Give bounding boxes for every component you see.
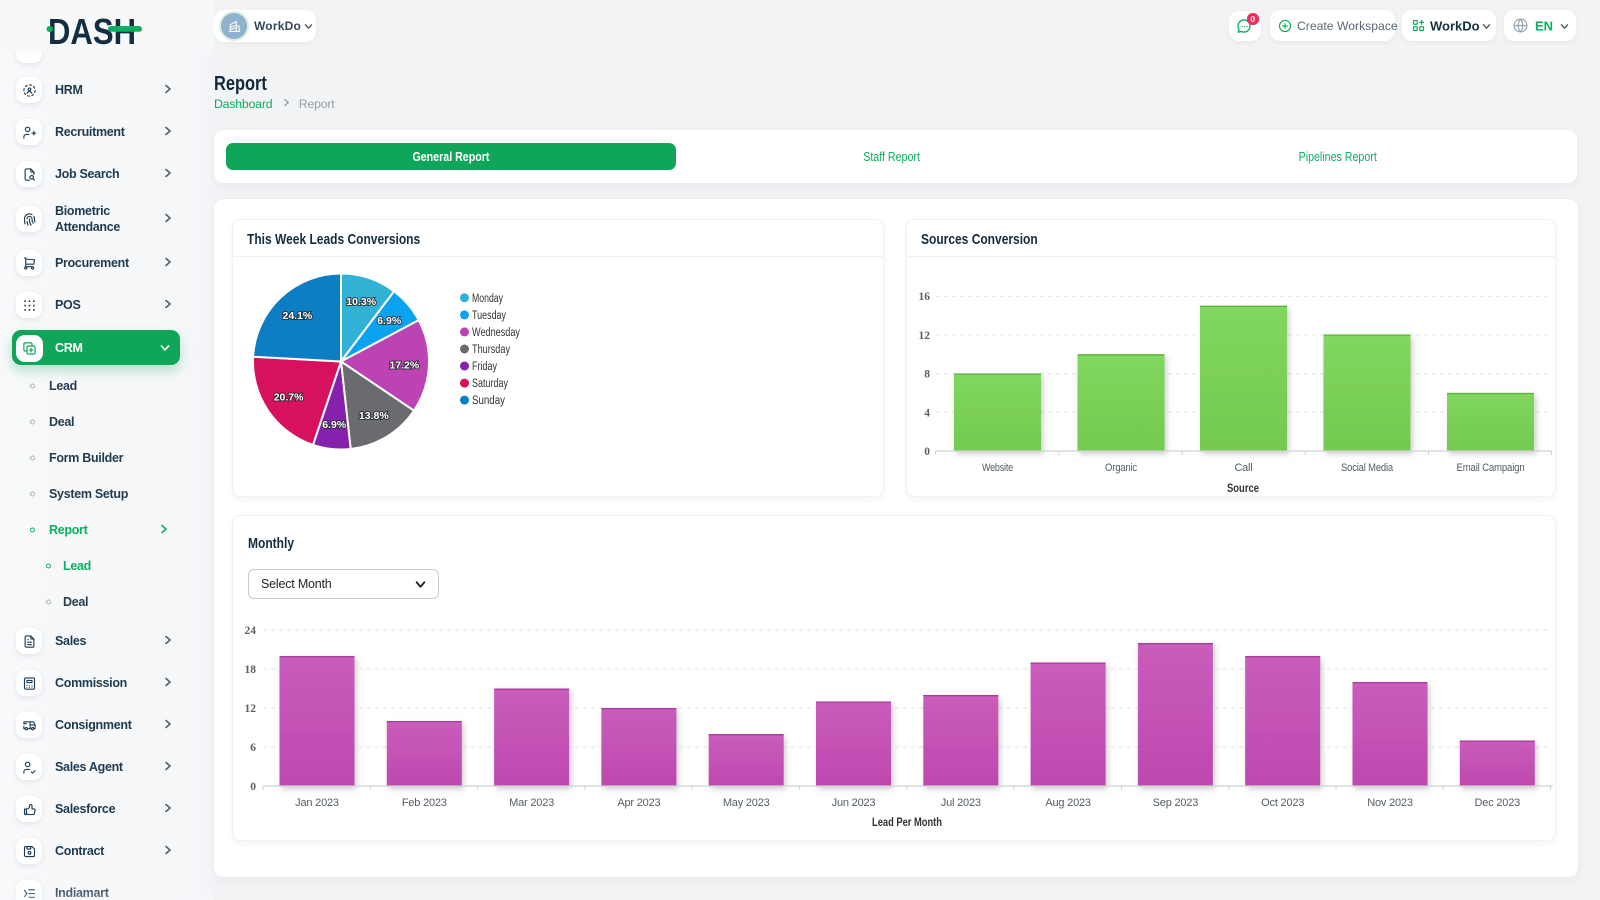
svg-text:18: 18 (245, 664, 257, 676)
svg-text:Email Campaign: Email Campaign (1457, 462, 1525, 474)
svg-text:Wednesday: Wednesday (472, 327, 520, 339)
svg-text:0: 0 (250, 781, 256, 793)
svg-text:Call: Call (1235, 462, 1253, 474)
svg-text:Aug 2023: Aug 2023 (1045, 797, 1091, 809)
svg-text:6.9%: 6.9% (377, 315, 402, 327)
svg-text:Apr 2023: Apr 2023 (617, 797, 660, 809)
svg-text:12: 12 (245, 703, 257, 715)
svg-text:10.3%: 10.3% (346, 296, 376, 308)
svg-text:4: 4 (924, 407, 930, 419)
svg-text:24.1%: 24.1% (283, 310, 313, 322)
svg-text:Jan 2023: Jan 2023 (295, 797, 339, 809)
svg-text:Social Media: Social Media (1341, 462, 1394, 474)
svg-text:16: 16 (919, 291, 931, 303)
svg-text:Organic: Organic (1105, 462, 1138, 474)
svg-text:Saturday: Saturday (472, 378, 508, 390)
svg-text:Oct 2023: Oct 2023 (1261, 797, 1304, 809)
svg-text:0: 0 (924, 446, 930, 458)
svg-text:20.7%: 20.7% (274, 392, 304, 404)
svg-text:Feb 2023: Feb 2023 (402, 797, 447, 809)
svg-text:Thursday: Thursday (472, 344, 510, 356)
svg-text:17.2%: 17.2% (389, 359, 419, 371)
svg-text:Nov 2023: Nov 2023 (1367, 797, 1413, 809)
svg-text:Jun 2023: Jun 2023 (832, 797, 876, 809)
svg-text:6: 6 (250, 742, 256, 754)
svg-text:12: 12 (919, 330, 931, 342)
svg-text:Website: Website (982, 462, 1013, 474)
svg-text:Source: Source (1227, 481, 1259, 495)
svg-text:8: 8 (924, 369, 930, 381)
svg-text:24: 24 (245, 625, 257, 637)
svg-text:Mar 2023: Mar 2023 (509, 797, 554, 809)
svg-text:Lead Per Month: Lead Per Month (872, 815, 942, 829)
svg-text:Dec 2023: Dec 2023 (1475, 797, 1521, 809)
svg-text:Sunday: Sunday (472, 395, 505, 407)
svg-text:13.8%: 13.8% (359, 410, 389, 422)
svg-text:Monday: Monday (472, 293, 503, 305)
svg-text:Jul 2023: Jul 2023 (941, 797, 981, 809)
svg-text:Sep 2023: Sep 2023 (1153, 797, 1199, 809)
svg-text:Tuesday: Tuesday (472, 310, 506, 322)
svg-text:Friday: Friday (472, 361, 497, 373)
svg-text:6.9%: 6.9% (322, 419, 347, 431)
svg-text:May 2023: May 2023 (723, 797, 770, 809)
